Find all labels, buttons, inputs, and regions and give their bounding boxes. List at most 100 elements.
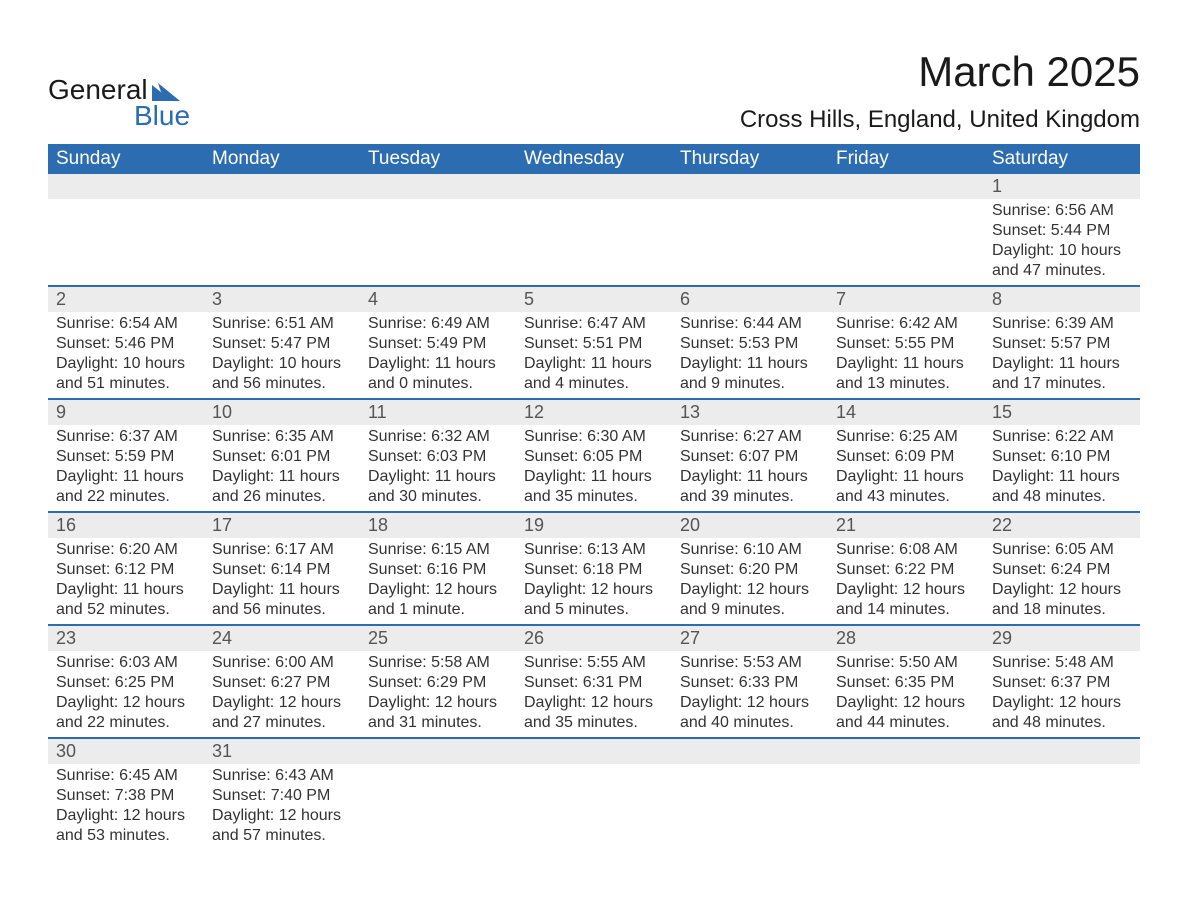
- day-number-cell: 4: [360, 286, 516, 312]
- day-data-cell: [516, 199, 672, 286]
- day-day2: and 44 minutes.: [836, 713, 976, 733]
- day-data-cell: [828, 199, 984, 286]
- day-number-cell: [672, 738, 828, 764]
- day-number-cell: [828, 738, 984, 764]
- day-day2: and 40 minutes.: [680, 713, 820, 733]
- day-day2: and 17 minutes.: [992, 374, 1132, 394]
- logo-mark-icon: [152, 79, 182, 101]
- day-day1: Daylight: 12 hours: [836, 693, 976, 713]
- day-day2: and 51 minutes.: [56, 374, 196, 394]
- day-day2: and 4 minutes.: [524, 374, 664, 394]
- day-data-cell: [984, 764, 1140, 850]
- week-daydata-row: Sunrise: 6:56 AMSunset: 5:44 PMDaylight:…: [48, 199, 1140, 286]
- day-data-cell: [360, 199, 516, 286]
- day-day1: Daylight: 10 hours: [212, 354, 352, 374]
- day-number-cell: 24: [204, 625, 360, 651]
- day-day1: Daylight: 12 hours: [524, 693, 664, 713]
- day-day1: Daylight: 12 hours: [680, 693, 820, 713]
- day-day2: and 22 minutes.: [56, 487, 196, 507]
- day-number-cell: [516, 174, 672, 199]
- day-day1: Daylight: 11 hours: [680, 467, 820, 487]
- day-data-cell: Sunrise: 6:35 AMSunset: 6:01 PMDaylight:…: [204, 425, 360, 512]
- day-data-cell: [672, 199, 828, 286]
- week-daydata-row: Sunrise: 6:45 AMSunset: 7:38 PMDaylight:…: [48, 764, 1140, 850]
- day-data-cell: Sunrise: 6:51 AMSunset: 5:47 PMDaylight:…: [204, 312, 360, 399]
- day-data-cell: Sunrise: 6:13 AMSunset: 6:18 PMDaylight:…: [516, 538, 672, 625]
- day-sunrise: Sunrise: 5:55 AM: [524, 653, 664, 673]
- day-day1: Daylight: 12 hours: [992, 580, 1132, 600]
- day-number-cell: 17: [204, 512, 360, 538]
- dayheader-fri: Friday: [828, 144, 984, 174]
- day-number-cell: 26: [516, 625, 672, 651]
- day-sunrise: Sunrise: 6:56 AM: [992, 201, 1132, 221]
- day-number-cell: 29: [984, 625, 1140, 651]
- day-day1: Daylight: 10 hours: [992, 241, 1132, 261]
- day-number-cell: 10: [204, 399, 360, 425]
- day-data-cell: [48, 199, 204, 286]
- day-data-cell: Sunrise: 6:32 AMSunset: 6:03 PMDaylight:…: [360, 425, 516, 512]
- day-data-cell: Sunrise: 6:05 AMSunset: 6:24 PMDaylight:…: [984, 538, 1140, 625]
- day-number-cell: [360, 174, 516, 199]
- day-data-cell: Sunrise: 5:48 AMSunset: 6:37 PMDaylight:…: [984, 651, 1140, 738]
- day-day1: Daylight: 12 hours: [212, 806, 352, 826]
- day-number-cell: 20: [672, 512, 828, 538]
- day-sunset: Sunset: 6:03 PM: [368, 447, 508, 467]
- day-data-cell: [672, 764, 828, 850]
- day-sunset: Sunset: 5:46 PM: [56, 334, 196, 354]
- week-daynum-row: 23242526272829: [48, 625, 1140, 651]
- day-sunrise: Sunrise: 6:20 AM: [56, 540, 196, 560]
- day-number-cell: 21: [828, 512, 984, 538]
- day-day2: and 9 minutes.: [680, 374, 820, 394]
- day-day2: and 56 minutes.: [212, 374, 352, 394]
- day-sunrise: Sunrise: 5:58 AM: [368, 653, 508, 673]
- day-sunset: Sunset: 5:49 PM: [368, 334, 508, 354]
- day-sunset: Sunset: 6:10 PM: [992, 447, 1132, 467]
- day-data-cell: Sunrise: 6:22 AMSunset: 6:10 PMDaylight:…: [984, 425, 1140, 512]
- day-data-cell: Sunrise: 6:17 AMSunset: 6:14 PMDaylight:…: [204, 538, 360, 625]
- day-number-cell: 3: [204, 286, 360, 312]
- day-sunrise: Sunrise: 6:32 AM: [368, 427, 508, 447]
- day-number-cell: [984, 738, 1140, 764]
- day-data-cell: [204, 199, 360, 286]
- day-day2: and 9 minutes.: [680, 600, 820, 620]
- day-number-cell: 30: [48, 738, 204, 764]
- day-sunset: Sunset: 6:35 PM: [836, 673, 976, 693]
- day-number-cell: 25: [360, 625, 516, 651]
- day-day2: and 57 minutes.: [212, 826, 352, 846]
- week-daynum-row: 16171819202122: [48, 512, 1140, 538]
- calendar-table: Sunday Monday Tuesday Wednesday Thursday…: [48, 144, 1140, 850]
- day-number-cell: [828, 174, 984, 199]
- day-sunrise: Sunrise: 6:08 AM: [836, 540, 976, 560]
- day-number-cell: 9: [48, 399, 204, 425]
- day-sunset: Sunset: 6:14 PM: [212, 560, 352, 580]
- day-day2: and 43 minutes.: [836, 487, 976, 507]
- day-data-cell: Sunrise: 6:39 AMSunset: 5:57 PMDaylight:…: [984, 312, 1140, 399]
- day-sunrise: Sunrise: 6:00 AM: [212, 653, 352, 673]
- dayheader-wed: Wednesday: [516, 144, 672, 174]
- day-sunrise: Sunrise: 6:37 AM: [56, 427, 196, 447]
- day-day2: and 48 minutes.: [992, 487, 1132, 507]
- day-sunset: Sunset: 6:25 PM: [56, 673, 196, 693]
- day-sunrise: Sunrise: 6:35 AM: [212, 427, 352, 447]
- day-day2: and 56 minutes.: [212, 600, 352, 620]
- day-number-cell: 14: [828, 399, 984, 425]
- day-data-cell: Sunrise: 6:43 AMSunset: 7:40 PMDaylight:…: [204, 764, 360, 850]
- day-data-cell: Sunrise: 5:53 AMSunset: 6:33 PMDaylight:…: [672, 651, 828, 738]
- day-sunrise: Sunrise: 5:48 AM: [992, 653, 1132, 673]
- day-day1: Daylight: 12 hours: [368, 580, 508, 600]
- month-title: March 2025: [740, 48, 1140, 96]
- day-day1: Daylight: 11 hours: [56, 580, 196, 600]
- day-data-cell: Sunrise: 6:03 AMSunset: 6:25 PMDaylight:…: [48, 651, 204, 738]
- day-day1: Daylight: 11 hours: [680, 354, 820, 374]
- day-day2: and 52 minutes.: [56, 600, 196, 620]
- day-sunrise: Sunrise: 6:27 AM: [680, 427, 820, 447]
- day-sunset: Sunset: 5:59 PM: [56, 447, 196, 467]
- day-day1: Daylight: 11 hours: [212, 467, 352, 487]
- day-number-cell: 23: [48, 625, 204, 651]
- day-data-cell: Sunrise: 5:55 AMSunset: 6:31 PMDaylight:…: [516, 651, 672, 738]
- day-sunrise: Sunrise: 6:42 AM: [836, 314, 976, 334]
- day-sunrise: Sunrise: 6:54 AM: [56, 314, 196, 334]
- day-number-cell: 5: [516, 286, 672, 312]
- day-number-cell: [204, 174, 360, 199]
- day-data-cell: Sunrise: 6:47 AMSunset: 5:51 PMDaylight:…: [516, 312, 672, 399]
